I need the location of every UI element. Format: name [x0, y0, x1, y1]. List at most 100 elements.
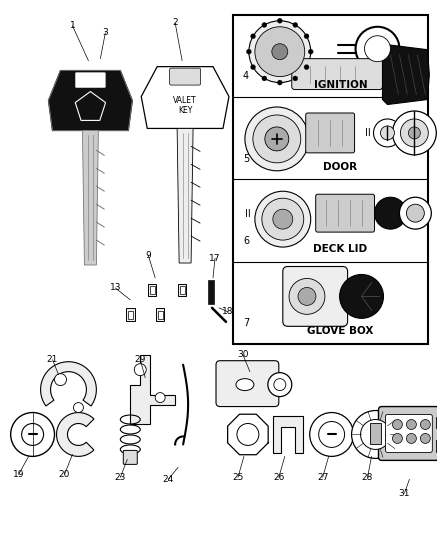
Polygon shape: [49, 71, 132, 131]
Circle shape: [406, 433, 417, 443]
Circle shape: [319, 422, 345, 447]
Circle shape: [262, 76, 267, 81]
Circle shape: [11, 413, 54, 456]
Circle shape: [274, 378, 286, 391]
Text: 1: 1: [70, 21, 75, 30]
Text: DOOR: DOOR: [323, 162, 357, 172]
Circle shape: [134, 364, 146, 376]
Circle shape: [406, 204, 424, 222]
Polygon shape: [41, 362, 96, 406]
Polygon shape: [382, 45, 429, 104]
Circle shape: [247, 49, 251, 54]
Circle shape: [262, 22, 267, 27]
Circle shape: [352, 410, 399, 458]
Polygon shape: [177, 128, 193, 263]
Circle shape: [21, 424, 43, 446]
Text: 30: 30: [237, 350, 249, 359]
FancyBboxPatch shape: [216, 361, 279, 407]
FancyBboxPatch shape: [283, 266, 348, 326]
Text: II: II: [245, 209, 251, 219]
Circle shape: [268, 373, 292, 397]
FancyBboxPatch shape: [306, 113, 355, 153]
Circle shape: [374, 197, 406, 229]
Circle shape: [255, 27, 305, 77]
FancyBboxPatch shape: [385, 415, 432, 453]
Circle shape: [408, 127, 420, 139]
Circle shape: [399, 197, 431, 229]
Circle shape: [420, 433, 430, 443]
Circle shape: [392, 419, 403, 430]
Circle shape: [304, 64, 309, 70]
Text: 5: 5: [243, 154, 249, 164]
Circle shape: [249, 21, 311, 83]
Circle shape: [245, 107, 309, 171]
Circle shape: [406, 419, 417, 430]
Bar: [233, 15, 428, 344]
Text: 19: 19: [13, 470, 25, 479]
Text: 26: 26: [273, 473, 285, 482]
Bar: [178, 284, 186, 296]
Circle shape: [273, 209, 293, 229]
Circle shape: [54, 374, 67, 385]
Polygon shape: [82, 131, 99, 265]
Circle shape: [356, 27, 399, 71]
Circle shape: [289, 278, 325, 314]
Text: 28: 28: [362, 473, 373, 482]
Polygon shape: [57, 413, 94, 456]
Text: 31: 31: [399, 489, 410, 498]
Circle shape: [392, 111, 436, 155]
Text: VALET: VALET: [173, 96, 197, 105]
Polygon shape: [273, 416, 303, 454]
Text: 29: 29: [134, 355, 146, 364]
Circle shape: [237, 424, 259, 446]
Text: 9: 9: [145, 251, 151, 260]
Circle shape: [251, 34, 255, 39]
Polygon shape: [130, 355, 175, 424]
Bar: [148, 284, 156, 296]
Circle shape: [277, 18, 283, 23]
Text: 6: 6: [243, 236, 249, 246]
Text: 18: 18: [222, 308, 234, 317]
FancyBboxPatch shape: [378, 407, 438, 461]
Circle shape: [255, 191, 311, 247]
Text: IGNITION: IGNITION: [314, 80, 367, 90]
Text: 20: 20: [59, 470, 70, 479]
Circle shape: [308, 49, 313, 54]
Bar: [126, 309, 134, 321]
Bar: [436, 440, 438, 453]
Text: DECK LID: DECK LID: [313, 244, 367, 254]
FancyBboxPatch shape: [316, 194, 374, 232]
Text: 25: 25: [232, 473, 244, 482]
Text: 7: 7: [243, 318, 249, 328]
Circle shape: [262, 198, 304, 240]
Bar: [158, 311, 163, 319]
Circle shape: [298, 287, 316, 305]
Circle shape: [251, 64, 255, 70]
Bar: [208, 280, 214, 304]
Circle shape: [74, 402, 83, 413]
Circle shape: [400, 119, 428, 147]
Circle shape: [339, 274, 384, 318]
Circle shape: [272, 44, 288, 60]
Circle shape: [310, 413, 353, 456]
Ellipse shape: [236, 378, 254, 391]
Bar: [156, 309, 164, 321]
Bar: [436, 416, 438, 429]
Circle shape: [253, 115, 301, 163]
Circle shape: [360, 419, 390, 449]
Polygon shape: [141, 67, 229, 128]
Text: 17: 17: [209, 254, 221, 263]
Circle shape: [392, 433, 403, 443]
Text: 2: 2: [172, 18, 178, 27]
Bar: [370, 423, 381, 445]
FancyBboxPatch shape: [292, 59, 382, 90]
Circle shape: [293, 22, 298, 27]
Bar: [150, 286, 155, 294]
Text: 21: 21: [47, 355, 58, 364]
Text: KEY: KEY: [178, 106, 192, 115]
FancyBboxPatch shape: [75, 72, 106, 87]
Circle shape: [293, 76, 298, 81]
Text: 27: 27: [317, 473, 328, 482]
Circle shape: [265, 127, 289, 151]
Bar: [128, 311, 133, 319]
